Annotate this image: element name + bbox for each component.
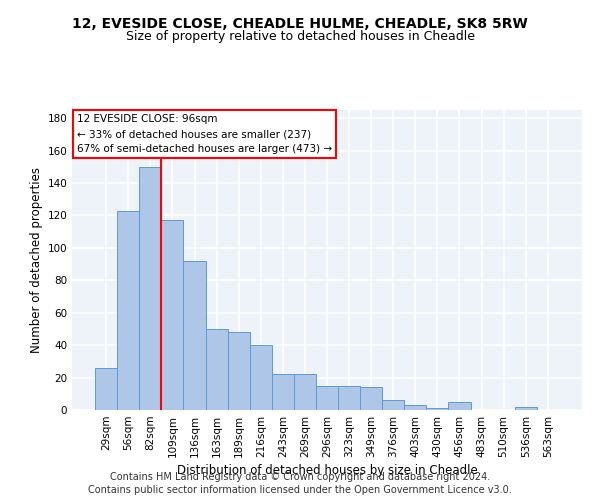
Y-axis label: Number of detached properties: Number of detached properties [30, 167, 43, 353]
Bar [427, 408, 448, 410]
Bar [404, 405, 427, 410]
X-axis label: Distribution of detached houses by size in Cheadle: Distribution of detached houses by size … [176, 464, 478, 477]
Bar [117, 210, 139, 410]
Text: 12 EVESIDE CLOSE: 96sqm
← 33% of detached houses are smaller (237)
67% of semi-d: 12 EVESIDE CLOSE: 96sqm ← 33% of detache… [77, 114, 332, 154]
Bar [272, 374, 294, 410]
Bar [250, 345, 272, 410]
Bar [161, 220, 184, 410]
Bar [95, 368, 117, 410]
Bar [448, 402, 470, 410]
Bar [294, 374, 316, 410]
Bar [139, 167, 161, 410]
Bar [316, 386, 338, 410]
Text: Size of property relative to detached houses in Cheadle: Size of property relative to detached ho… [125, 30, 475, 43]
Bar [382, 400, 404, 410]
Text: Contains public sector information licensed under the Open Government Licence v3: Contains public sector information licen… [88, 485, 512, 495]
Bar [184, 261, 206, 410]
Text: Contains HM Land Registry data © Crown copyright and database right 2024.: Contains HM Land Registry data © Crown c… [110, 472, 490, 482]
Bar [227, 332, 250, 410]
Bar [515, 407, 537, 410]
Bar [360, 388, 382, 410]
Bar [338, 386, 360, 410]
Text: 12, EVESIDE CLOSE, CHEADLE HULME, CHEADLE, SK8 5RW: 12, EVESIDE CLOSE, CHEADLE HULME, CHEADL… [72, 18, 528, 32]
Bar [206, 329, 227, 410]
